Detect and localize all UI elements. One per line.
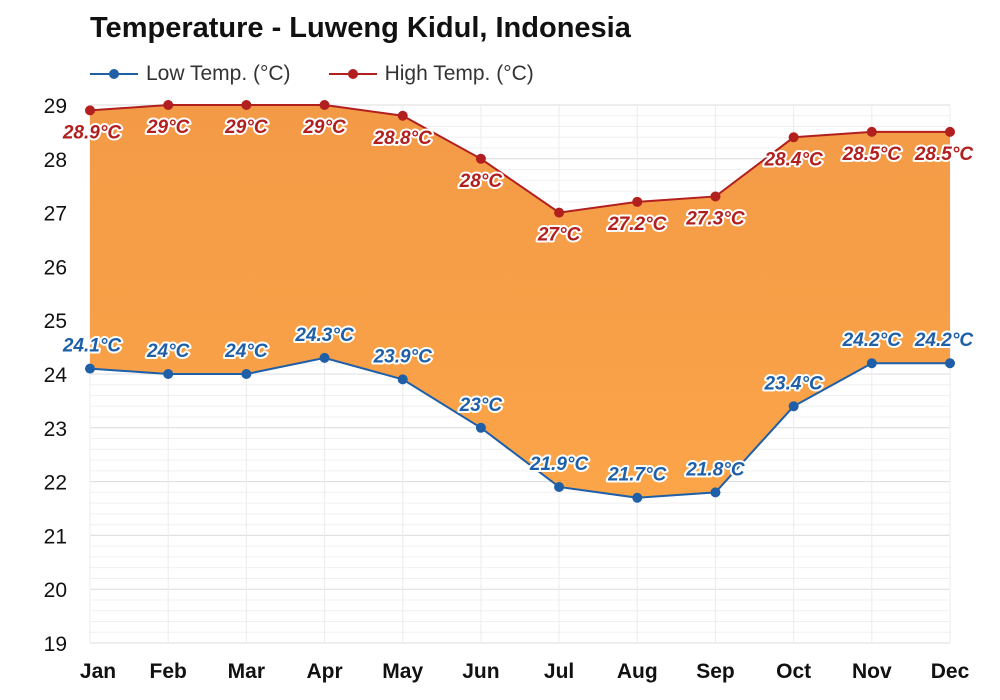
high-temp-data-label: 29°C bbox=[224, 117, 268, 138]
high-temp-data-label: 28.9°C bbox=[62, 122, 122, 143]
low-temp-point bbox=[788, 401, 799, 412]
high-temp-data-label: 29°C bbox=[146, 117, 190, 138]
low-temp-data-label: 24°C bbox=[224, 341, 268, 362]
y-tick-label: 28 bbox=[44, 149, 67, 172]
high-temp-point bbox=[866, 126, 877, 137]
legend-item-high[interactable]: High Temp. (°C) bbox=[328, 62, 534, 86]
data-labels: 28.9°C 29°C 29°C 29°C 28.8°C 28°C 27°C 27.2°C 27… bbox=[60, 115, 976, 488]
series-lines bbox=[89, 104, 950, 499]
high-temp-point bbox=[85, 105, 95, 116]
y-tick-label: 29 bbox=[44, 95, 67, 118]
low-temp-point bbox=[85, 363, 95, 374]
x-tick-label: Nov bbox=[852, 660, 892, 683]
low-temp-data-label: 24.2°C bbox=[914, 330, 974, 351]
y-tick-label: 19 bbox=[44, 633, 67, 656]
x-axis: Jan Feb Mar Apr May Jun Jul Aug Sep Oct Nov Dec bbox=[80, 660, 970, 683]
x-tick-label: Jun bbox=[462, 660, 499, 683]
low-temp-point bbox=[397, 374, 408, 385]
x-tick-label: Feb bbox=[150, 660, 187, 683]
y-tick-label: 25 bbox=[44, 310, 67, 333]
high-temp-data-label: 28.8°C bbox=[373, 128, 433, 149]
low-temp-data-label: 23°C bbox=[459, 395, 503, 416]
legend: Low Temp. (°C) High Temp. (°C) bbox=[90, 60, 572, 88]
low-temp-point bbox=[710, 487, 721, 498]
low-temp-data-label: 24.1°C bbox=[62, 336, 122, 357]
y-tick-label: 24 bbox=[44, 364, 68, 387]
legend-high-swatch-icon bbox=[328, 69, 377, 79]
x-tick-label: Jan bbox=[80, 660, 116, 683]
x-tick-label: Mar bbox=[228, 660, 265, 683]
low-temp-line bbox=[89, 356, 950, 499]
high-temp-point bbox=[397, 110, 408, 121]
y-tick-label: 20 bbox=[44, 579, 67, 602]
high-temp-data-label: 27.2°C bbox=[607, 214, 667, 235]
high-temp-line bbox=[89, 104, 950, 214]
y-tick-label: 21 bbox=[44, 525, 67, 548]
high-temp-point bbox=[241, 100, 252, 110]
low-temp-data-label: 21.7°C bbox=[607, 465, 667, 486]
high-temp-point bbox=[319, 100, 330, 110]
x-tick-label: Jul bbox=[544, 660, 574, 683]
high-temp-point bbox=[632, 196, 643, 207]
low-temp-data-label: 24.3°C bbox=[294, 325, 354, 346]
low-temp-data-label: 24.2°C bbox=[842, 330, 902, 351]
high-temp-data-label: 28°C bbox=[459, 171, 503, 192]
low-temp-point bbox=[241, 369, 252, 379]
series-points bbox=[85, 100, 955, 503]
y-tick-label: 23 bbox=[44, 418, 67, 441]
low-temp-point bbox=[866, 358, 877, 369]
low-temp-point bbox=[945, 358, 955, 369]
low-temp-data-label: 21.8°C bbox=[685, 459, 745, 480]
high-temp-data-label: 28.5°C bbox=[914, 144, 974, 165]
high-temp-point bbox=[475, 153, 486, 164]
legend-high-label: High Temp. (°C) bbox=[384, 62, 534, 85]
legend-item-low[interactable]: Low Temp. (°C) bbox=[90, 62, 291, 86]
low-temp-point bbox=[319, 352, 330, 363]
high-temp-data-label: 27°C bbox=[537, 225, 581, 246]
low-temp-data-label: 24°C bbox=[146, 341, 190, 362]
legend-low-swatch-icon bbox=[90, 69, 138, 79]
legend-low-label: Low Temp. (°C) bbox=[146, 62, 291, 85]
high-temp-data-label: 27.3°C bbox=[685, 208, 745, 229]
y-tick-label: 26 bbox=[44, 256, 67, 279]
high-temp-point bbox=[163, 100, 174, 110]
temperature-range-area bbox=[90, 105, 950, 498]
y-axis: 19 20 21 22 23 24 25 26 27 28 29 bbox=[44, 95, 68, 656]
low-temp-data-label: 21.9°C bbox=[529, 454, 589, 475]
x-tick-label: May bbox=[382, 660, 423, 683]
low-temp-data-label: 23.4°C bbox=[763, 373, 823, 394]
high-temp-data-label: 28.5°C bbox=[842, 144, 902, 165]
high-temp-point bbox=[788, 132, 799, 143]
x-tick-label: Dec bbox=[931, 660, 970, 683]
range-area bbox=[90, 105, 950, 498]
high-temp-data-label: 28.4°C bbox=[763, 149, 823, 170]
low-temp-point bbox=[554, 481, 565, 492]
chart-title: Temperature - Luweng Kidul, Indonesia bbox=[90, 12, 631, 44]
low-temp-data-label: 23.9°C bbox=[373, 346, 433, 367]
x-tick-label: Sep bbox=[696, 660, 735, 683]
high-temp-point bbox=[710, 191, 721, 202]
low-temp-point bbox=[632, 492, 643, 503]
y-tick-label: 27 bbox=[44, 203, 67, 226]
high-temp-data-label: 29°C bbox=[302, 117, 346, 138]
x-tick-label: Apr bbox=[306, 660, 342, 683]
low-temp-point bbox=[163, 369, 174, 379]
x-tick-label: Aug bbox=[617, 660, 658, 683]
x-tick-label: Oct bbox=[776, 660, 811, 683]
low-temp-point bbox=[475, 422, 486, 433]
y-tick-label: 22 bbox=[44, 472, 67, 495]
high-temp-point bbox=[554, 207, 565, 218]
high-temp-point bbox=[945, 126, 955, 137]
